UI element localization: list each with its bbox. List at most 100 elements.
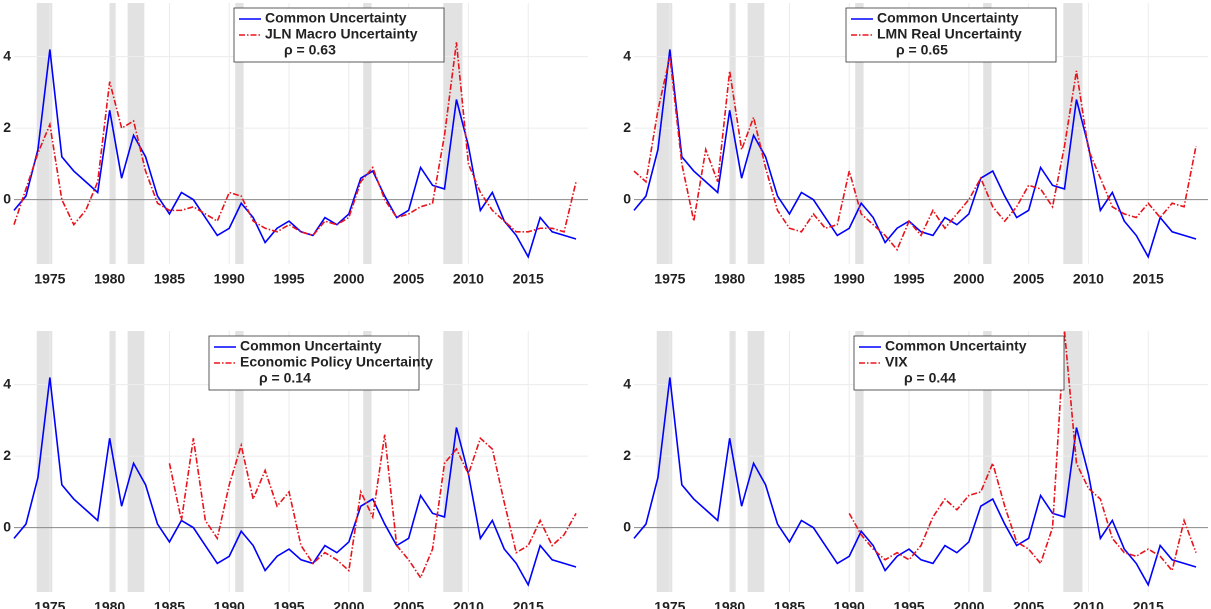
y-tick-label: 4 [623,47,631,63]
x-tick-label: 1985 [774,271,805,287]
legend-label: Common Uncertainty [265,10,407,26]
x-tick-label: 1975 [34,271,65,287]
x-tick-label: 1980 [94,599,125,609]
legend-label: VIX [885,354,908,370]
x-tick-label: 2010 [1073,599,1104,609]
x-tick-label: 1990 [834,599,865,609]
recession-band [983,3,992,264]
x-tick-label: 1995 [273,599,304,609]
y-tick-label: 2 [623,119,631,135]
legend-label: LMN Real Uncertainty [877,26,1022,42]
y-tick-label: 4 [3,375,11,391]
y-tick-label: 0 [623,190,631,206]
annotation: ρ = 0.44 [904,370,956,386]
recession-band [127,3,145,264]
x-tick-label: 1995 [273,271,304,287]
series-line [633,56,1197,252]
x-tick-label: 1980 [714,599,745,609]
legend-label: Economic Policy Uncertainty [240,354,433,370]
x-tick-label: 2010 [453,599,484,609]
x-tick-label: 2010 [1073,271,1104,287]
panel: 1975 1980 1985 1990 1995 2000 2005 2010 2015 0 2 4 C… [623,3,1208,287]
series-line [13,377,577,587]
recession-band [1063,3,1083,264]
x-tick-label: 1995 [893,599,924,609]
recession-band [235,3,244,264]
x-tick-label: 2005 [1013,599,1044,609]
annotation: ρ = 0.65 [896,42,948,58]
x-tick-label: 1990 [834,271,865,287]
series-line [633,377,1197,587]
x-tick-label: 2000 [333,599,364,609]
recession-band [109,331,116,592]
x-tick-label: 2000 [333,271,364,287]
series-line [848,330,1197,573]
recession-band [855,3,864,264]
x-tick-label: 1975 [654,271,685,287]
recession-band [747,331,765,592]
series-line [168,434,577,580]
legend-label: JLN Macro Uncertainty [265,26,418,42]
legend-label: Common Uncertainty [877,10,1019,26]
x-tick-label: 1980 [94,271,125,287]
x-tick-label: 2010 [453,271,484,287]
recession-band [443,3,463,264]
x-tick-label: 2005 [1013,271,1044,287]
panel: 1975 1980 1985 1990 1995 2000 2005 2010 2015 0 2 4 C… [623,330,1208,609]
recession-band [235,331,244,592]
x-tick-label: 2005 [393,271,424,287]
x-tick-label: 2015 [513,271,544,287]
y-tick-label: 0 [3,190,11,206]
annotation: ρ = 0.63 [284,42,336,58]
y-tick-label: 2 [623,447,631,463]
panel: 1975 1980 1985 1990 1995 2000 2005 2010 2015 0 2 4 C… [3,331,588,609]
recession-band [127,331,145,592]
series-line [13,42,577,237]
x-tick-label: 1990 [214,271,245,287]
recession-band [363,3,372,264]
x-tick-label: 1975 [654,599,685,609]
legend-label: Common Uncertainty [240,338,382,354]
x-tick-label: 1985 [154,271,185,287]
y-tick-label: 4 [623,375,631,391]
recession-band [983,331,992,592]
x-tick-label: 1985 [154,599,185,609]
annotation: ρ = 0.14 [259,370,311,386]
panel: 1975 1980 1985 1990 1995 2000 2005 2010 2015 0 2 4 C… [3,3,588,287]
y-tick-label: 4 [3,47,11,63]
x-tick-label: 1985 [774,599,805,609]
x-tick-label: 1980 [714,271,745,287]
x-tick-label: 2015 [513,599,544,609]
x-tick-label: 1975 [34,599,65,609]
recession-band [443,331,463,592]
y-tick-label: 2 [3,119,11,135]
recession-band [855,331,864,592]
legend-box [853,335,1065,391]
recession-band [109,3,116,264]
recession-band [729,3,736,264]
x-tick-label: 2015 [1133,599,1164,609]
y-tick-label: 0 [3,518,11,534]
x-tick-label: 2000 [953,599,984,609]
recession-band [363,331,372,592]
x-tick-label: 2005 [393,599,424,609]
legend-box [845,7,1057,63]
y-tick-label: 2 [3,447,11,463]
recession-band [747,3,765,264]
y-tick-label: 0 [623,518,631,534]
x-tick-label: 1990 [214,599,245,609]
legend-label: Common Uncertainty [885,338,1027,354]
series-line [633,49,1197,259]
x-tick-label: 2015 [1133,271,1164,287]
recession-band [1063,331,1083,592]
legend-box [208,335,420,391]
x-tick-label: 2000 [953,271,984,287]
legend-box [233,7,445,63]
x-tick-label: 1995 [893,271,924,287]
series-line [13,49,577,259]
